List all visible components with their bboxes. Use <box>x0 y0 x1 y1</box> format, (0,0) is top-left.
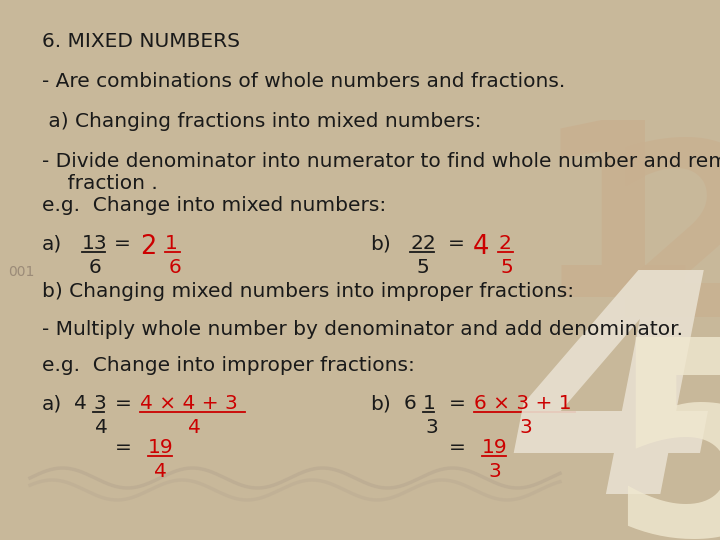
Text: =: = <box>449 438 466 457</box>
Text: b) Changing mixed numbers into improper fractions:: b) Changing mixed numbers into improper … <box>42 282 574 301</box>
Text: 1: 1 <box>423 394 436 413</box>
Text: e.g.  Change into improper fractions:: e.g. Change into improper fractions: <box>42 356 415 375</box>
Text: b): b) <box>370 394 391 413</box>
Text: 4: 4 <box>154 462 167 481</box>
Text: - Multiply whole number by denominator and add denominator.: - Multiply whole number by denominator a… <box>42 320 683 339</box>
Text: fraction .: fraction . <box>42 174 158 193</box>
Text: b): b) <box>370 234 391 253</box>
Text: 4: 4 <box>95 418 108 437</box>
Text: 1: 1 <box>532 112 701 348</box>
Text: 2: 2 <box>498 234 511 253</box>
Text: 6 × 3 + 1: 6 × 3 + 1 <box>474 394 572 413</box>
Text: 4: 4 <box>188 418 201 437</box>
Text: 2: 2 <box>606 132 720 368</box>
Text: 5: 5 <box>417 258 430 277</box>
Text: - Divide denominator into numerator to find whole number and remainder gives: - Divide denominator into numerator to f… <box>42 152 720 171</box>
Text: a): a) <box>42 234 62 253</box>
Text: 4: 4 <box>473 234 490 260</box>
Text: 1: 1 <box>165 234 178 253</box>
Text: 3: 3 <box>519 418 532 437</box>
Text: 19: 19 <box>482 438 508 457</box>
Text: 13: 13 <box>82 234 107 253</box>
Text: 4 × 4 + 3: 4 × 4 + 3 <box>140 394 238 413</box>
Text: =: = <box>448 234 465 253</box>
Text: 001: 001 <box>8 265 35 279</box>
Text: 2: 2 <box>140 234 156 260</box>
Text: - Are combinations of whole numbers and fractions.: - Are combinations of whole numbers and … <box>42 72 565 91</box>
Text: a): a) <box>42 394 62 413</box>
Text: 6. MIXED NUMBERS: 6. MIXED NUMBERS <box>42 32 240 51</box>
Text: 3: 3 <box>488 462 500 481</box>
Text: 4: 4 <box>74 394 87 413</box>
Text: =: = <box>114 234 131 253</box>
Text: 4: 4 <box>513 261 720 540</box>
Text: 6: 6 <box>404 394 417 413</box>
Text: 19: 19 <box>148 438 174 457</box>
Text: 5: 5 <box>606 329 720 540</box>
Text: a) Changing fractions into mixed numbers:: a) Changing fractions into mixed numbers… <box>42 112 482 131</box>
Text: e.g.  Change into mixed numbers:: e.g. Change into mixed numbers: <box>42 196 386 215</box>
Text: =: = <box>115 394 132 413</box>
Text: =: = <box>115 438 132 457</box>
Text: =: = <box>449 394 466 413</box>
Text: 6: 6 <box>89 258 102 277</box>
Text: 3: 3 <box>425 418 438 437</box>
Text: 22: 22 <box>410 234 436 253</box>
Text: 6: 6 <box>169 258 181 277</box>
Text: 5: 5 <box>501 258 514 277</box>
Text: 3: 3 <box>93 394 106 413</box>
